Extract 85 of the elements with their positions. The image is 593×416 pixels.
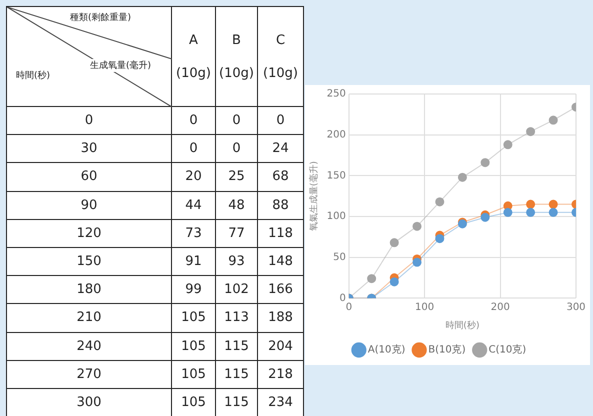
point <box>412 258 422 267</box>
legend-label: A(10克) <box>368 344 406 356</box>
point <box>367 274 376 284</box>
point <box>480 158 490 168</box>
data-label: 188 <box>258 304 304 332</box>
text: (10g) <box>218 66 255 80</box>
x-tick-label: 300 <box>566 302 586 313</box>
data-label: 102 <box>216 276 258 304</box>
point <box>390 277 399 286</box>
y-tick-label: 150 <box>326 170 346 182</box>
point <box>548 208 558 217</box>
x-tick-label: A <box>188 32 199 48</box>
data-label: 68 <box>258 162 304 192</box>
data-label: 0 <box>258 106 304 135</box>
point <box>526 127 536 136</box>
y-tick-label: 240 <box>6 332 172 360</box>
x-tick-label: 100 <box>415 302 434 313</box>
data-label: 166 <box>258 276 304 304</box>
point <box>503 140 512 150</box>
y-tick-label: 250 <box>326 88 346 100</box>
y-tick-label: 180 <box>6 276 172 304</box>
point <box>458 172 467 182</box>
data-label: 99 <box>172 276 216 304</box>
y-tick-label: 270 <box>6 360 172 388</box>
y-tick-label: 50 <box>333 252 346 263</box>
text: (10g) <box>262 66 299 80</box>
data-label: 24 <box>258 134 304 163</box>
y-axis-title: 氧氣生成量(毫升) <box>308 161 320 232</box>
point <box>412 222 422 231</box>
data-label: 218 <box>258 360 304 388</box>
data-label: 0 <box>216 134 258 163</box>
x-tick-label: 200 <box>490 302 510 313</box>
point <box>435 197 444 206</box>
data-label: 73 <box>172 219 216 248</box>
legend-label: B(10克) <box>428 344 466 356</box>
x-axis-title: 種類(剩餘重量) <box>69 11 132 24</box>
data-label: 115 <box>216 360 258 388</box>
y-tick-label: 0 <box>6 106 172 135</box>
point <box>526 208 536 217</box>
data-label: 88 <box>258 191 304 220</box>
data-label: 48 <box>216 191 258 220</box>
point <box>503 208 512 217</box>
data-label: 44 <box>172 191 216 220</box>
data-label: 0 <box>172 134 216 163</box>
data-label: 91 <box>172 247 216 276</box>
point <box>390 238 399 248</box>
point <box>526 200 536 209</box>
y-tick-label: 0 <box>340 292 346 304</box>
point <box>435 234 444 244</box>
text: (10g) <box>175 66 212 80</box>
point <box>548 200 558 209</box>
data-label: 105 <box>172 332 216 360</box>
data-label: 20 <box>172 162 216 192</box>
data-label: 0 <box>172 106 216 135</box>
y-tick-label: 90 <box>6 191 172 220</box>
y-axis-title: 時間(秒) <box>15 69 52 82</box>
y-tick-label: 30 <box>6 134 172 163</box>
data-label: 113 <box>216 304 258 332</box>
y-tick-label: 300 <box>6 388 172 416</box>
data-label: 77 <box>216 219 258 248</box>
data-label: 25 <box>216 162 258 192</box>
data-label: 0 <box>216 106 258 135</box>
point <box>480 212 490 222</box>
data-label: 105 <box>172 360 216 388</box>
x-tick-label: C <box>274 32 286 48</box>
legend-label: C(10克) <box>488 344 526 356</box>
y-tick-label: 100 <box>326 211 346 222</box>
y-tick-label: 120 <box>6 219 172 248</box>
data-label: 148 <box>258 247 304 276</box>
data-label: 105 <box>172 304 216 332</box>
data-label: 234 <box>258 388 304 416</box>
data-label: 115 <box>216 388 258 416</box>
data-label: 115 <box>216 332 258 360</box>
y-tick-label: 210 <box>6 304 172 332</box>
data-label: 93 <box>216 247 258 276</box>
data-label: 118 <box>258 219 304 248</box>
x-axis-title: 時間(秒) <box>445 320 480 331</box>
y-tick-label: 200 <box>326 129 346 140</box>
data-label: 105 <box>172 388 216 416</box>
point <box>548 116 558 125</box>
x-tick-label: B <box>231 32 242 48</box>
y-tick-label: 60 <box>6 162 172 192</box>
y-tick-label: 150 <box>6 247 172 276</box>
text: 生成氧量(毫升) <box>89 59 152 72</box>
data-label: 204 <box>258 332 304 360</box>
